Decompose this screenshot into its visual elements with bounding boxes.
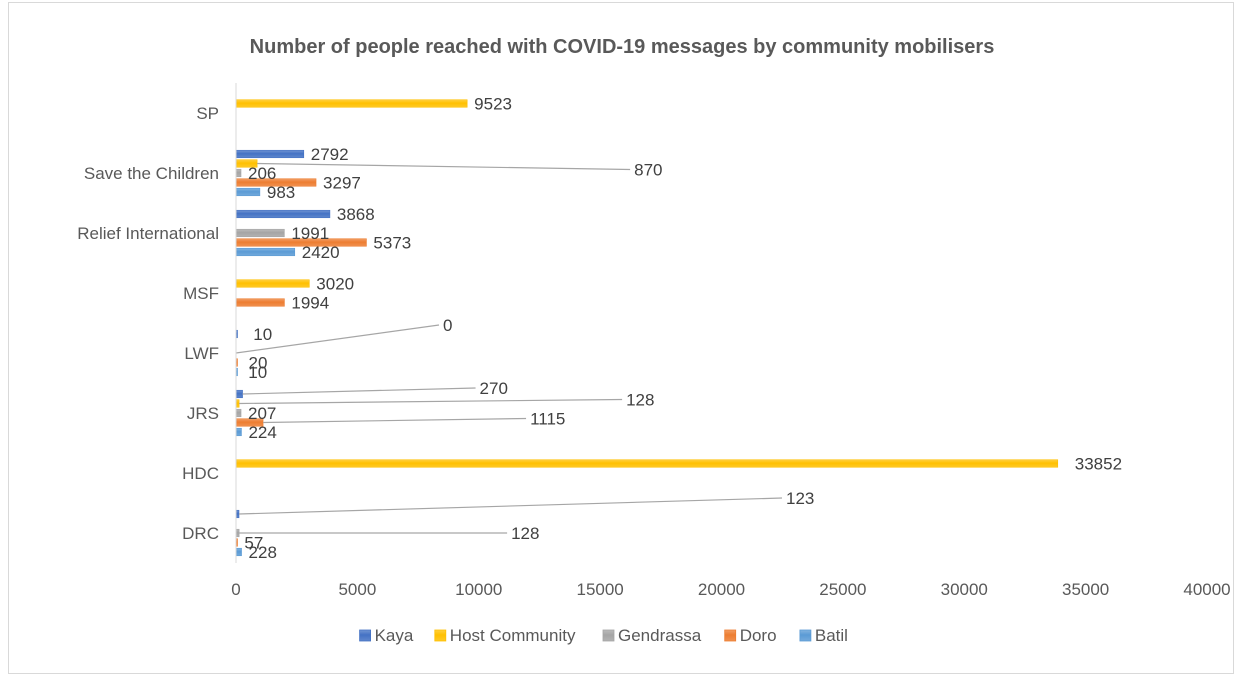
x-tick-label-25000: 25000	[819, 580, 866, 599]
leader-line-jrs-kaya	[242, 387, 476, 395]
data-label-jrs-batil: 224	[248, 423, 276, 442]
data-label-sp-host-community: 9523	[474, 95, 512, 114]
leader-line-lwf-gendrassa	[235, 324, 440, 354]
data-label-drc-kaya: 123	[786, 489, 814, 508]
data-label-drc-gendrassa: 128	[511, 524, 539, 543]
data-label-save-the-children-kaya: 2792	[311, 145, 349, 164]
x-tick-label-10000: 10000	[455, 580, 502, 599]
category-axis: SP Save the Children Relief International M…	[77, 83, 237, 563]
legend-swatch-kaya	[359, 629, 372, 642]
data-label-save-the-children-gendrassa: 206	[248, 164, 276, 183]
category-label-sp: SP	[196, 104, 219, 123]
legend-item-kaya: Kaya	[359, 626, 414, 645]
bar-msf-doro	[235, 298, 285, 307]
legend-label-batil: Batil	[815, 626, 848, 645]
legend-label-kaya: Kaya	[375, 626, 414, 645]
data-label-msf-doro: 1994	[291, 294, 329, 313]
leader-line-save-the-children-host-community	[257, 162, 631, 171]
data-label-relief-international-doro: 5373	[373, 234, 411, 253]
x-tick-label-5000: 5000	[338, 580, 376, 599]
data-label-lwf-batil: 10	[248, 363, 267, 382]
value-axis: 0 5000 10000 15000 20000 25000 30000 35000 40000	[231, 580, 1230, 599]
legend-swatch-host-community	[434, 629, 447, 642]
data-label-lwf-doro: 20	[248, 354, 267, 373]
category-label-save-the-children: Save the Children	[84, 164, 219, 183]
legend-item-gendrassa: Gendrassa	[602, 626, 702, 645]
data-label-drc-doro: 57	[244, 534, 263, 553]
x-tick-label-20000: 20000	[698, 580, 745, 599]
x-tick-label-15000: 15000	[576, 580, 623, 599]
bar-msf-host-community	[235, 279, 310, 288]
category-label-jrs: JRS	[187, 404, 219, 423]
legend-item-host-community: Host Community	[434, 626, 576, 645]
chart-title: Number of people reached with COVID-19 m…	[250, 36, 995, 58]
leader-line-drc-kaya	[238, 497, 783, 515]
data-label-save-the-children-host-community: 870	[634, 161, 662, 180]
data-label-save-the-children-batil: 983	[267, 183, 295, 202]
legend-label-doro: Doro	[740, 626, 777, 645]
category-label-hdc: HDC	[182, 464, 219, 483]
leader-line-jrs-host-community	[239, 398, 623, 405]
data-label-jrs-host-community: 128	[626, 391, 654, 410]
x-tick-label-30000: 30000	[941, 580, 988, 599]
x-tick-label-35000: 35000	[1062, 580, 1109, 599]
data-label-relief-international-batil: 2420	[302, 243, 340, 262]
data-label-hdc-host-community: 33852	[1075, 455, 1122, 474]
legend-label-gendrassa: Gendrassa	[618, 626, 702, 645]
legend-label-host-community: Host Community	[450, 626, 576, 645]
bar-drc-batil	[235, 547, 242, 557]
bar-chart: Number of people reached with COVID-19 m…	[77, 36, 1230, 645]
bar-jrs-kaya	[235, 389, 243, 399]
bar-relief-international-gendrassa	[235, 228, 285, 238]
data-label-jrs-gendrassa: 207	[248, 404, 276, 423]
bar-save-the-children-gendrassa	[235, 168, 242, 178]
chart-frame: Number of people reached with COVID-19 m…	[8, 2, 1234, 674]
legend-item-doro: Doro	[724, 626, 777, 645]
category-label-msf: MSF	[183, 284, 219, 303]
data-label-lwf-kaya: 10	[253, 325, 272, 344]
category-label-relief-international: Relief International	[77, 224, 219, 243]
data-label-msf-host-community: 3020	[316, 275, 354, 294]
bar-relief-international-batil	[235, 247, 296, 257]
bar-relief-international-kaya	[235, 209, 331, 219]
data-labels-layer: 9523 2792 870 206 3297 983 3868 1991 5373 2420 302…	[244, 95, 1122, 563]
bar-save-the-children-kaya	[235, 149, 305, 159]
legend: Kaya Host Community Gendrassa Doro Batil	[359, 626, 848, 645]
data-label-drc-batil: 228	[249, 543, 277, 562]
legend-swatch-gendrassa	[602, 629, 615, 642]
data-label-relief-international-kaya: 3868	[337, 205, 375, 224]
leader-line-jrs-doro	[263, 417, 527, 424]
data-label-lwf-gendrassa: 0	[443, 316, 452, 335]
bar-hdc-host-community	[235, 459, 1059, 468]
x-tick-label-40000: 40000	[1183, 580, 1230, 599]
legend-swatch-doro	[724, 629, 737, 642]
data-label-jrs-doro: 1115	[530, 410, 565, 429]
bar-jrs-gendrassa	[235, 408, 242, 418]
leader-lines-layer	[235, 162, 783, 534]
data-label-save-the-children-doro: 3297	[323, 174, 361, 193]
category-label-drc: DRC	[182, 524, 219, 543]
bar-jrs-batil	[235, 427, 242, 437]
bar-sp-host-community	[235, 99, 468, 108]
data-label-relief-international-gendrassa: 1991	[291, 224, 329, 243]
category-label-lwf: LWF	[184, 344, 219, 363]
x-tick-label-0: 0	[231, 580, 240, 599]
bar-save-the-children-batil	[235, 187, 261, 197]
legend-item-batil: Batil	[799, 626, 848, 645]
legend-swatch-batil	[799, 629, 812, 642]
data-label-jrs-kaya: 270	[480, 379, 508, 398]
